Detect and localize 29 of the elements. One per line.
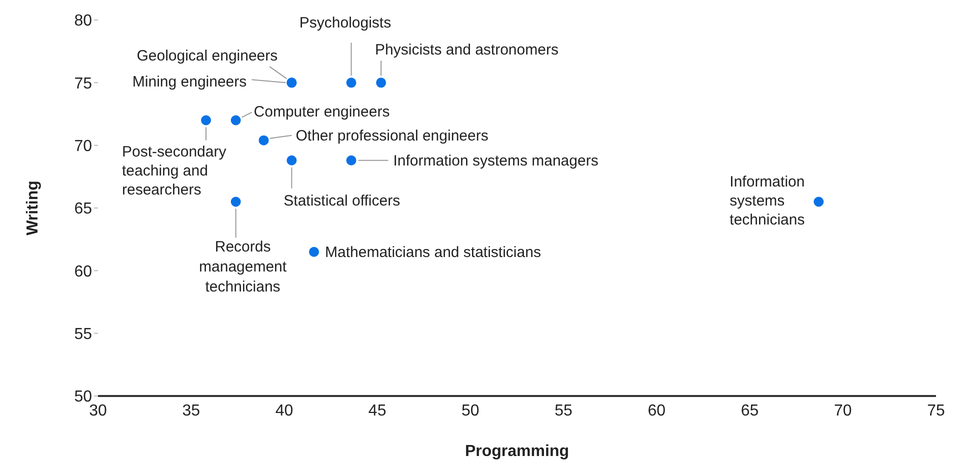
y-tick-label: 60 bbox=[74, 263, 92, 280]
y-axis-title: Writing bbox=[24, 180, 42, 236]
x-tick-label: 70 bbox=[834, 402, 852, 420]
x-tick-label: 75 bbox=[927, 402, 945, 420]
x-tick-label: 40 bbox=[275, 402, 294, 420]
annotation: Information systems technicians bbox=[730, 174, 805, 229]
annotation: Information systems managers bbox=[393, 152, 598, 170]
annotation: Other professional engineers bbox=[296, 127, 488, 144]
y-tick-label: 55 bbox=[74, 326, 92, 344]
x-tick-label: 50 bbox=[462, 402, 480, 420]
annotation: Psychologists bbox=[299, 14, 392, 32]
annotation: Post-secondary teaching and researchers bbox=[122, 143, 227, 198]
x-tick-label: 55 bbox=[554, 402, 573, 420]
annotation: Computer engineers bbox=[254, 103, 390, 120]
y-tick-label: 70 bbox=[74, 138, 92, 156]
annotation: Statistical officers bbox=[284, 192, 400, 210]
y-tick-label: 80 bbox=[74, 12, 92, 30]
x-axis-title: Programming bbox=[464, 443, 570, 460]
y-tick-label: 65 bbox=[74, 200, 92, 218]
annotation: Mining engineers bbox=[132, 74, 247, 91]
annotation: Mathematicians and statisticians bbox=[325, 244, 541, 261]
annotation: Physicists and astronomers bbox=[375, 42, 558, 59]
annotation: Records management technicians bbox=[199, 238, 288, 296]
x-tick-label: 60 bbox=[648, 402, 666, 420]
annotation: Geological engineers bbox=[136, 48, 278, 65]
x-tick-label: 45 bbox=[368, 402, 386, 420]
x-tick-label: 65 bbox=[740, 402, 759, 420]
x-tick-label: 35 bbox=[182, 402, 200, 420]
y-tick-label: 75 bbox=[74, 75, 92, 92]
